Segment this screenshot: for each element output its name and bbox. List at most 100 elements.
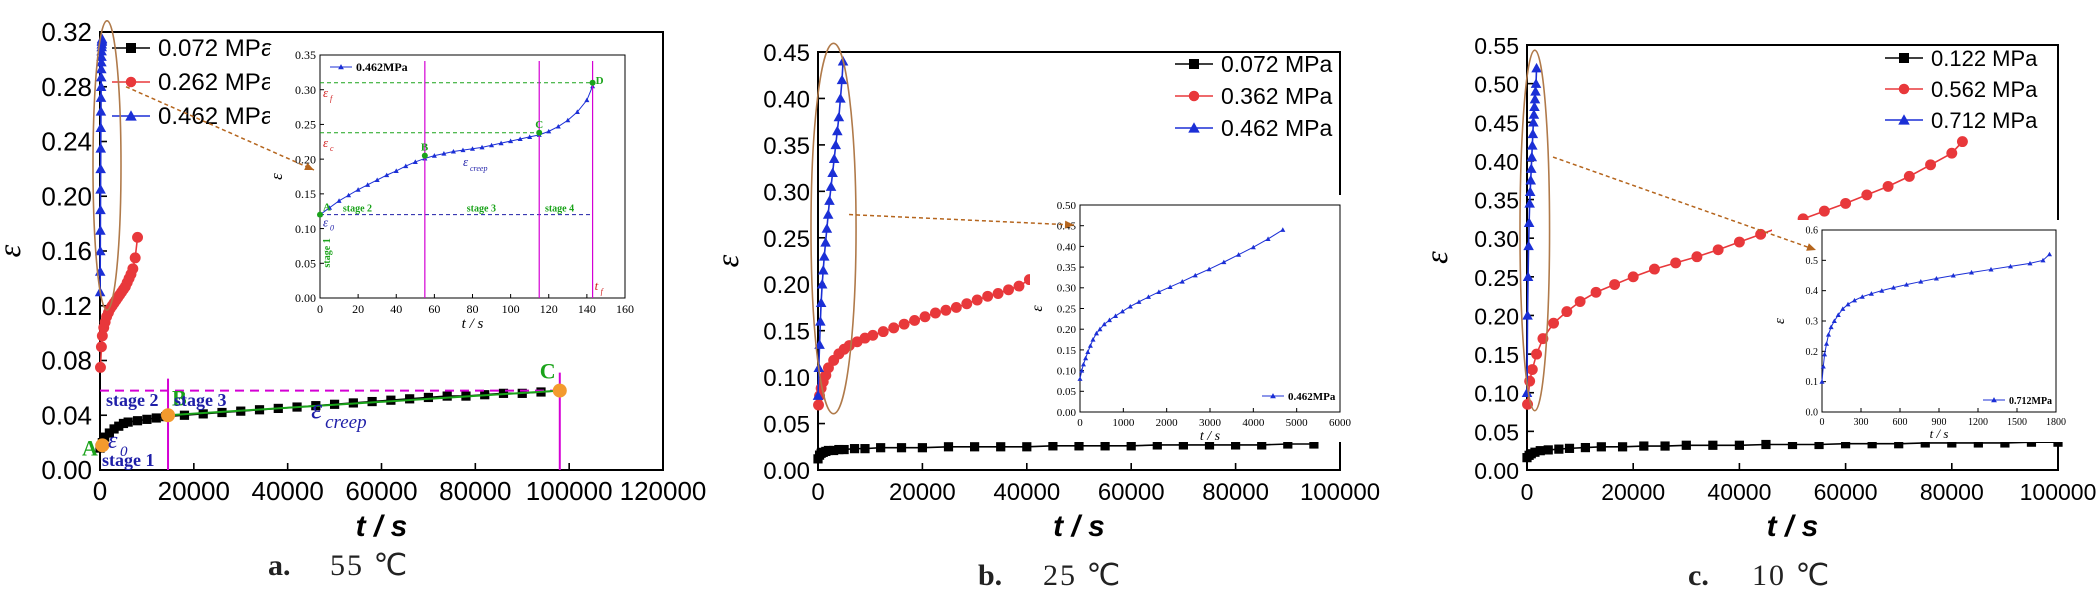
data-point xyxy=(1257,440,1267,450)
legend-marker xyxy=(125,76,137,88)
legend-marker xyxy=(1898,83,1910,95)
data-point xyxy=(812,390,824,400)
inset-label-d: D xyxy=(596,75,604,87)
y-tick-label: 0.08 xyxy=(41,346,92,376)
inset-x-tick-label: 80 xyxy=(467,302,479,316)
inset-data-point xyxy=(1968,269,1975,275)
data-point xyxy=(1867,439,1877,449)
data-point xyxy=(1841,439,1851,449)
legend-item: 0.462 MPa xyxy=(1175,115,1332,141)
inset-stage1: stage 1 xyxy=(322,238,333,267)
y-tick-label: 0.35 xyxy=(1474,188,1519,214)
inset-y-tick-label: 0.1 xyxy=(1806,377,1819,388)
data-point xyxy=(1596,442,1606,452)
inset-data-point xyxy=(1845,301,1851,307)
y-tick-label: 0.16 xyxy=(41,236,92,266)
data-point xyxy=(1691,251,1703,263)
inset-data-point xyxy=(1079,368,1085,373)
data-point xyxy=(821,223,833,233)
data-point xyxy=(822,209,834,219)
y-tick-label: 0.35 xyxy=(763,133,810,160)
inset-legend-marker xyxy=(338,64,344,70)
data-point xyxy=(95,184,106,194)
y-tick-label: 0.45 xyxy=(763,40,810,67)
data-point xyxy=(1761,439,1771,450)
x-tick-label: 40000 xyxy=(252,476,324,506)
inset-eps0-sub: 0 xyxy=(330,224,334,233)
x-tick-label: 80000 xyxy=(439,476,511,506)
zoom-arrow-head xyxy=(1806,243,1816,251)
stage1-label: stage 1 xyxy=(102,450,155,470)
inset-data-point xyxy=(1950,272,1956,278)
inset-data-point xyxy=(365,182,371,187)
data-point xyxy=(95,81,107,91)
data-point xyxy=(1126,441,1136,451)
data-point xyxy=(996,442,1006,452)
data-point xyxy=(860,444,870,454)
highlight-ellipse xyxy=(810,42,857,415)
inset-epsf: ε xyxy=(323,85,329,100)
inset-data-point xyxy=(517,136,523,142)
data-point xyxy=(95,163,106,174)
y-tick-label: 0.15 xyxy=(1474,342,1519,368)
y-tick-label: 0.55 xyxy=(1474,33,1519,59)
data-point xyxy=(96,33,108,44)
data-point xyxy=(1529,93,1541,104)
data-point xyxy=(1580,442,1591,453)
inset-y-tick-label: 0.10 xyxy=(1057,365,1077,377)
inset-x-tick-label: 1000 xyxy=(1112,417,1135,429)
inset-data-point xyxy=(327,205,333,210)
y-tick-label: 0.25 xyxy=(763,226,810,253)
data-point xyxy=(1840,197,1852,209)
inset-x-tick-label: 900 xyxy=(1932,417,1947,428)
inset-point-d xyxy=(589,79,596,86)
inset-data-point xyxy=(1192,272,1198,278)
inset-data-point xyxy=(2040,257,2046,263)
data-point xyxy=(1524,198,1535,208)
x-tick-label: 100000 xyxy=(1300,479,1380,506)
legend-item: 0.462 MPa xyxy=(112,103,275,130)
data-point xyxy=(1013,280,1025,292)
data-point xyxy=(827,167,838,177)
inset-data-point xyxy=(1851,297,1858,303)
data-point xyxy=(127,263,139,275)
data-point xyxy=(816,278,828,289)
legend-label: 0.562 MPa xyxy=(1931,77,2038,102)
data-point xyxy=(1787,439,1798,450)
inset-y-tick-label: 0.3 xyxy=(1806,317,1819,328)
inset-data-point xyxy=(508,138,514,144)
inset-data-point xyxy=(1835,312,1841,317)
inset-data-point xyxy=(403,163,409,169)
data-point xyxy=(833,111,845,122)
inset-x-axis-label: t / s xyxy=(462,316,484,332)
caption-letter: c. xyxy=(1688,559,1709,592)
point-a-marker xyxy=(95,438,110,453)
data-point xyxy=(1903,170,1915,182)
legend-marker xyxy=(1188,122,1200,133)
inset-stage3: stage 3 xyxy=(467,204,496,215)
inset-legend-label: 0.462MPa xyxy=(356,60,408,74)
zoom-arrow-head xyxy=(1064,220,1074,229)
y-tick-label: 0.00 xyxy=(1474,458,1519,484)
legend-marker xyxy=(125,110,137,121)
data-point xyxy=(2053,437,2063,447)
inset-x-tick-label: 100 xyxy=(502,302,520,316)
data-point xyxy=(1521,387,1533,397)
data-point xyxy=(1861,189,1873,201)
x-tick-label: 60000 xyxy=(1098,479,1165,506)
data-point xyxy=(1755,228,1767,240)
y-tick-label: 0.32 xyxy=(41,17,92,47)
inset-data-point xyxy=(1085,349,1091,354)
data-point xyxy=(1523,240,1534,251)
caption-letter: b. xyxy=(978,559,1002,592)
inset-data-point xyxy=(1101,321,1107,327)
point-a-label: A xyxy=(82,435,98,460)
inset-data-point xyxy=(1136,299,1142,304)
inset-x-tick-label: 600 xyxy=(1893,417,1908,428)
x-tick-label: 80000 xyxy=(1202,479,1269,506)
legend-item: 0.262 MPa xyxy=(112,69,275,96)
data-point xyxy=(1526,151,1538,162)
data-point xyxy=(971,294,983,306)
